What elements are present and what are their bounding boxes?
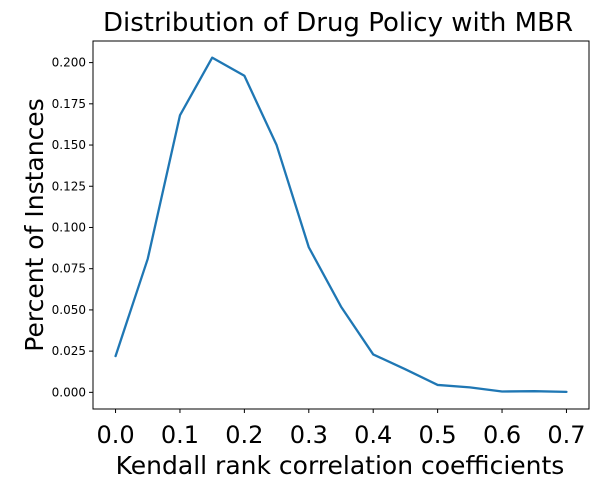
plot-area-frame (92, 40, 590, 410)
y-tick-label: 0.025 (52, 344, 86, 358)
x-tick-label: 0.2 (225, 421, 263, 449)
x-tick-label: 0.4 (354, 421, 392, 449)
x-tick-label: 0.3 (290, 421, 328, 449)
x-tick-label: 0.0 (96, 421, 134, 449)
y-tick-label: 0.050 (52, 303, 86, 317)
x-tick-label: 0.1 (161, 421, 199, 449)
y-tick-label: 0.125 (52, 179, 86, 193)
chart-title: Distribution of Drug Policy with MBR (103, 8, 573, 38)
y-axis: 0.000 0.025 0.050 0.075 0.100 0.125 0.150 0.175… (52, 56, 93, 399)
x-axis-label: Kendall rank correlation coefficients (116, 451, 565, 480)
y-tick-label: 0.100 (52, 220, 86, 234)
y-tick-label: 0.200 (52, 56, 86, 70)
x-tick-label: 0.7 (547, 421, 585, 449)
x-tick-label: 0.6 (483, 421, 521, 449)
y-tick-label: 0.150 (52, 138, 86, 152)
y-tick-label: 0.175 (52, 97, 86, 111)
y-axis-label: Percent of Instances (20, 98, 49, 351)
x-tick-label: 0.5 (419, 421, 457, 449)
y-tick-label: 0.075 (52, 262, 86, 276)
series-line (114, 56, 568, 393)
x-axis: 0.0 0.1 0.2 0.3 0.4 0.5 0.6 0.7 (96, 409, 586, 449)
y-tick-label: 0.000 (52, 385, 86, 399)
